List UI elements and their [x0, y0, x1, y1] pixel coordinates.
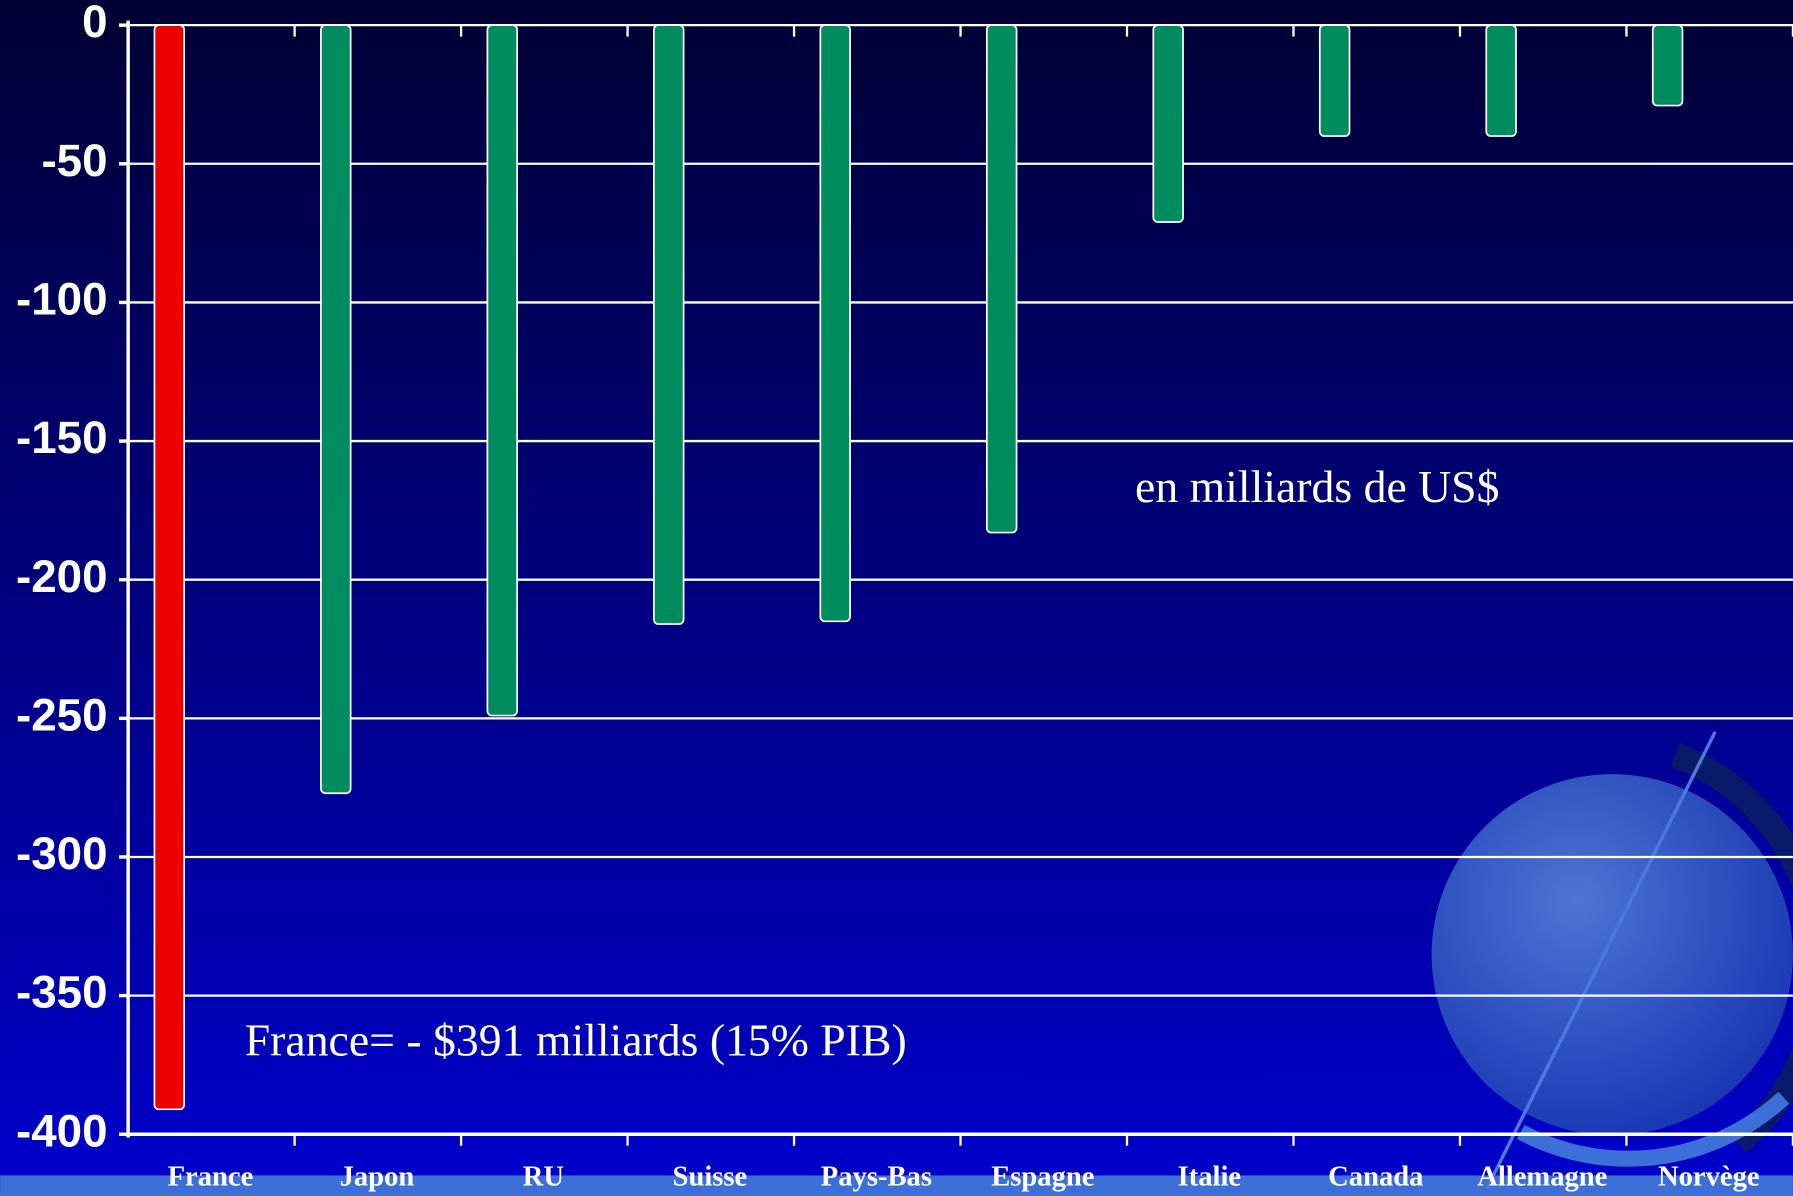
globe-decoration — [1431, 731, 1793, 1190]
y-tick-label: -100 — [16, 274, 108, 325]
y-tick-label: -400 — [16, 1105, 108, 1156]
bar — [1651, 24, 1684, 107]
x-tick-label: Pays-Bas — [821, 1161, 932, 1192]
bar — [653, 24, 685, 625]
x-tick-label: Norvège — [1658, 1161, 1760, 1192]
bar — [819, 24, 851, 623]
bar — [486, 24, 518, 717]
bar — [153, 24, 186, 1111]
x-tick-label: Allemagne — [1477, 1161, 1607, 1192]
plot: 0 -50 -100 -150 -200 -250 -300 -350 -400 France Ja… — [16, 0, 1793, 1192]
y-tick-label: -350 — [16, 967, 108, 1018]
bar — [1318, 24, 1351, 137]
x-tick-label: Italie — [1178, 1161, 1242, 1192]
bar — [1485, 24, 1517, 137]
y-tick-label: 0 — [82, 0, 107, 47]
x-tick-label: Espagne — [991, 1161, 1094, 1192]
france-note: France= - $391 milliards (15% PIB) — [245, 1015, 907, 1066]
unit-note: en milliards de US$ — [1135, 461, 1499, 512]
bar — [1152, 24, 1184, 223]
y-tick-label: -150 — [16, 412, 108, 463]
bar — [320, 24, 352, 795]
y-tick-label: -300 — [16, 828, 108, 879]
x-tick-label: France — [168, 1161, 254, 1192]
footer-strip — [0, 1175, 1793, 1196]
x-tick-label: Japon — [340, 1161, 415, 1192]
y-tick-label: -250 — [16, 689, 108, 740]
x-tick-label: Canada — [1328, 1161, 1423, 1192]
bar — [985, 24, 1018, 534]
y-tick-label: -50 — [41, 135, 107, 186]
x-tick-label: Suisse — [673, 1161, 748, 1192]
y-tick-label: -200 — [16, 551, 108, 602]
x-tick-label: RU — [523, 1161, 564, 1192]
